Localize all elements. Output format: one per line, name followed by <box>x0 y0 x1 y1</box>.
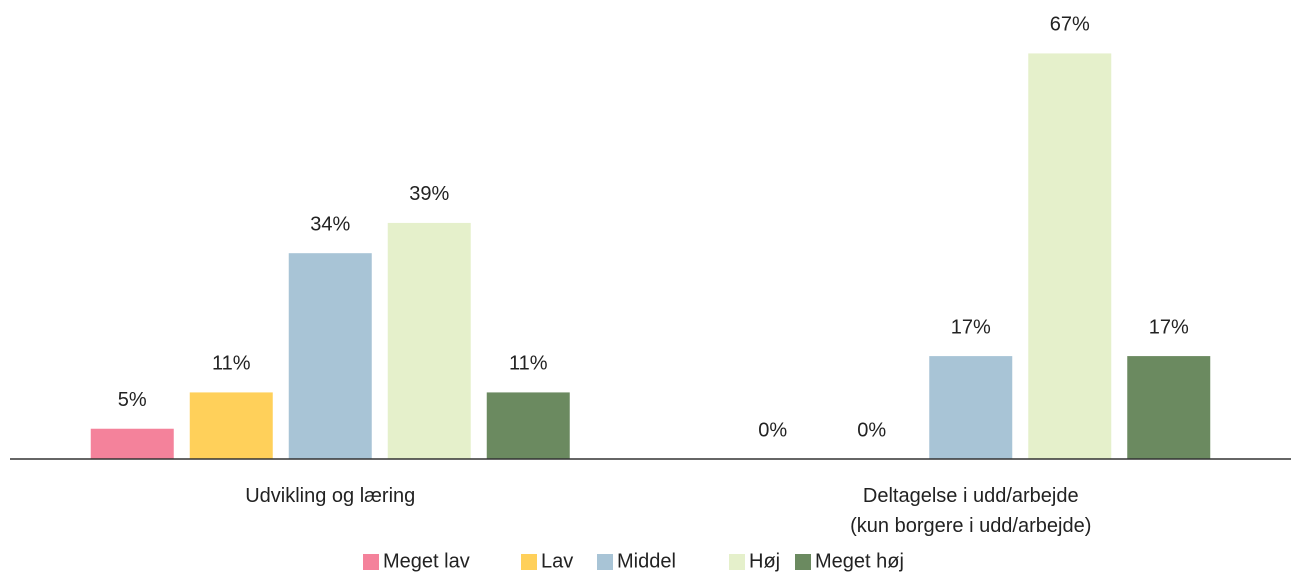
bar <box>486 392 570 459</box>
data-label: 17% <box>1149 316 1189 338</box>
data-label: 39% <box>409 183 449 205</box>
data-label: 67% <box>1050 14 1090 36</box>
data-label: 0% <box>758 419 787 441</box>
bar <box>1127 356 1211 459</box>
data-label: 34% <box>310 213 350 235</box>
legend-swatch <box>795 554 811 570</box>
legend-label: Middel <box>617 550 676 572</box>
legend-label: Lav <box>541 550 573 572</box>
bar <box>288 253 372 459</box>
data-label: 17% <box>951 316 991 338</box>
x-tick-label: Deltagelse i udd/arbejde (kun borgere i u… <box>850 485 1091 537</box>
legend-label: Meget høj <box>815 550 904 572</box>
legend: Meget lav Lav Middel Høj Meget høj <box>363 550 904 572</box>
legend-label: Meget lav <box>383 550 470 572</box>
bar <box>90 428 174 459</box>
label-line: Udvikling og læring <box>245 485 415 507</box>
data-label: 11% <box>212 353 251 375</box>
legend-label: Høj <box>749 550 780 572</box>
data-label: 11% <box>509 353 548 375</box>
bar <box>387 222 471 459</box>
data-label: 5% <box>118 389 147 411</box>
legend-swatch <box>363 554 379 570</box>
x-tick-label: Udvikling og læring <box>245 485 415 507</box>
legend-swatch <box>521 554 537 570</box>
bar <box>189 392 273 459</box>
label-line: Deltagelse i udd/arbejde <box>863 485 1079 507</box>
label-line: (kun borgere i udd/arbejde) <box>850 515 1091 537</box>
bar <box>1028 53 1112 459</box>
data-label: 0% <box>857 419 886 441</box>
bar <box>929 356 1013 459</box>
legend-swatch <box>729 554 745 570</box>
legend-swatch <box>597 554 613 570</box>
